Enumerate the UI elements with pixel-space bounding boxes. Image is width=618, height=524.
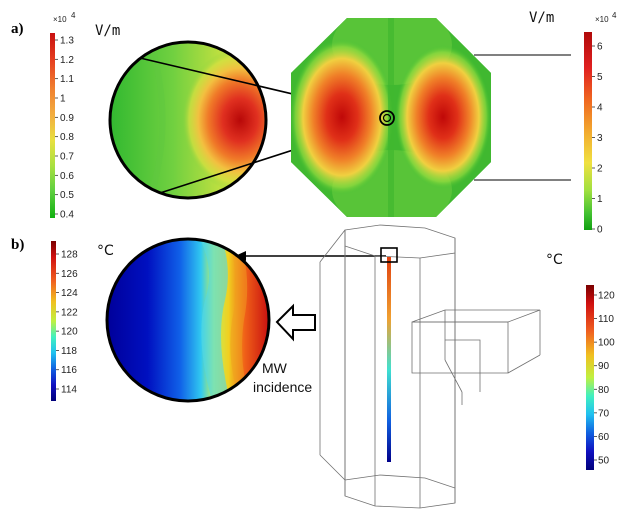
colorbar-tick-label: 50 — [598, 456, 610, 467]
panel-a-right-colorbar-gradient — [584, 32, 592, 230]
colorbar-tick-label: 80 — [598, 385, 610, 396]
colorbar-tick-label: 4 — [597, 103, 603, 114]
panel-b-right-colorbar-gradient — [586, 285, 594, 470]
panel-b-left-colorbar: °C 128 126 124 122 120 118 116 114 — [51, 241, 114, 401]
colorbar-tick-label: 114 — [61, 385, 77, 396]
colorbar-tick-label: 2 — [597, 164, 603, 175]
panel-a-right-exponent: 4 — [612, 11, 617, 20]
panel-a-left-colorbar-gradient — [50, 33, 55, 218]
colorbar-tick-label: 122 — [61, 307, 78, 318]
panel-b-right-colorbar-ticks: 120 110 100 90 80 70 60 50 — [594, 291, 615, 467]
mw-incidence-label-line2: incidence — [253, 379, 312, 395]
colorbar-tick-label: 124 — [61, 288, 78, 299]
colorbar-tick-label: 3 — [597, 133, 603, 144]
panel-a-left-unit: V/m — [95, 23, 120, 39]
panel-b-left-unit: °C — [97, 243, 114, 259]
zoom-arrow-head — [235, 251, 246, 261]
colorbar-tick-label: 90 — [598, 361, 610, 372]
colorbar-tick-label: 120 — [598, 291, 615, 302]
colorbar-tick-label: 0.5 — [60, 190, 74, 201]
colorbar-tick-label: 0.6 — [60, 171, 74, 182]
panel-a-right-colorbar-ticks: 6 5 4 3 2 1 0 — [592, 42, 603, 236]
colorbar-tick-label: 118 — [61, 346, 77, 357]
panel-b-label: b) — [11, 237, 24, 253]
panel-a-left-colorbar-ticks: 1.3 1.2 1.1 1 0.9 0.8 0.7 0.6 0.5 0.4 — [55, 36, 74, 221]
colorbar-tick-label: 0.7 — [60, 152, 74, 163]
colorbar-tick-label: 116 — [61, 365, 77, 376]
sample-rod — [380, 247, 398, 462]
colorbar-tick-label: 1 — [597, 194, 603, 205]
colorbar-tick-label: 1.3 — [60, 36, 74, 47]
sample-marker-a — [379, 110, 395, 126]
colorbar-tick-label: 120 — [61, 327, 78, 338]
panel-a-left-exponent: 4 — [71, 11, 76, 20]
panel-a-zoom-disk — [108, 40, 268, 200]
panel-a-right-unit: V/m — [529, 10, 554, 26]
panel-b-right-unit: °C — [546, 252, 563, 268]
colorbar-tick-label: 60 — [598, 432, 610, 443]
mw-incidence-label-line1: MW — [262, 360, 288, 376]
colorbar-tick-label: 6 — [597, 42, 603, 53]
mw-incidence-arrow — [275, 303, 316, 342]
panel-b-left-colorbar-gradient — [51, 241, 56, 401]
panel-a-right-colorbar: V/m ×10 4 6 5 4 3 2 1 0 — [529, 10, 617, 236]
panel-a-left-colorbar: ×10 4 V/m 1.3 1.2 1.1 1 0.9 0.8 0.7 0.6 0.5 0.4 — [50, 11, 120, 221]
panel-a-octagon-field-map — [291, 18, 491, 217]
panel-a-right-multiplier: ×10 — [595, 15, 609, 24]
panel-b-temperature-disk — [105, 237, 271, 403]
colorbar-tick-label: 126 — [61, 269, 78, 280]
colorbar-tick-label: 1.2 — [60, 55, 74, 66]
cavity-wireframe — [319, 224, 541, 509]
colorbar-tick-label: 128 — [61, 250, 78, 261]
panel-a-left-multiplier: ×10 — [53, 15, 67, 24]
colorbar-tick-label: 1 — [60, 94, 66, 105]
colorbar-tick-label: 0.9 — [60, 113, 74, 124]
rod-highlight-box — [380, 247, 398, 263]
panel-a-label: a) — [11, 21, 24, 37]
colorbar-tick-label: 100 — [598, 338, 615, 349]
colorbar-tick-label: 0.8 — [60, 132, 74, 143]
colorbar-tick-label: 0.4 — [60, 210, 74, 221]
panel-b-left-colorbar-ticks: 128 126 124 122 120 118 116 114 — [56, 250, 78, 396]
panel-b-right-colorbar: °C 120 110 100 90 80 70 60 50 — [546, 252, 615, 470]
colorbar-tick-label: 70 — [598, 408, 610, 419]
colorbar-tick-label: 5 — [597, 72, 603, 83]
colorbar-tick-label: 0 — [597, 225, 603, 236]
colorbar-tick-label: 110 — [598, 314, 614, 325]
colorbar-tick-label: 1.1 — [60, 74, 74, 85]
